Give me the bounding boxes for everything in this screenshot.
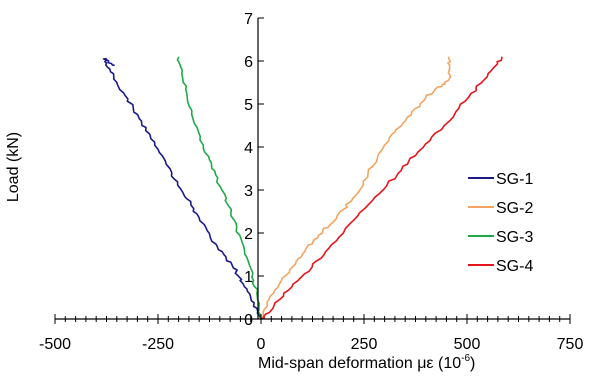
- y-axis-title: Load (kN): [5, 132, 22, 202]
- y-tick-label: 1: [244, 269, 253, 286]
- legend-label-sg-3: SG-3: [496, 229, 533, 246]
- axes-layer: -500 -250 0 250 500 750 0 1 2 3 4 5 6 7: [39, 11, 583, 353]
- x-axis-title-main: Mid-span deformation με (10: [258, 355, 461, 372]
- x-tick-label: -250: [142, 336, 174, 353]
- x-tick-label: 750: [557, 336, 584, 353]
- x-axis-title: Mid-span deformation με (10-6): [258, 353, 475, 372]
- legend-label-sg-1: SG-1: [496, 171, 533, 188]
- x-tick-label: -500: [39, 336, 71, 353]
- y-tick-label: 5: [244, 97, 253, 114]
- series-layer: [102, 56, 503, 320]
- x-tick-label: 250: [351, 336, 378, 353]
- series-line-sg-2: [260, 56, 452, 320]
- series-line-sg-3: [176, 56, 262, 320]
- series-line-sg-4: [260, 56, 503, 320]
- x-tick-label: 500: [454, 336, 481, 353]
- x-axis-title-close: ): [470, 355, 475, 372]
- y-tick-label: 0: [244, 312, 253, 329]
- y-tick-label: 2: [244, 226, 253, 243]
- series-line-sg-1: [102, 57, 262, 320]
- x-axis-title-exponent: -6: [461, 353, 470, 364]
- legend: SG-1 SG-2 SG-3 SG-4: [468, 171, 533, 275]
- y-tick-label: 4: [244, 140, 253, 157]
- x-tick-label: 0: [257, 336, 266, 353]
- y-tick-label: 6: [244, 54, 253, 71]
- y-tick-label: 7: [244, 11, 253, 28]
- legend-label-sg-4: SG-4: [496, 258, 533, 275]
- y-tick-label: 3: [244, 183, 253, 200]
- legend-label-sg-2: SG-2: [496, 200, 533, 217]
